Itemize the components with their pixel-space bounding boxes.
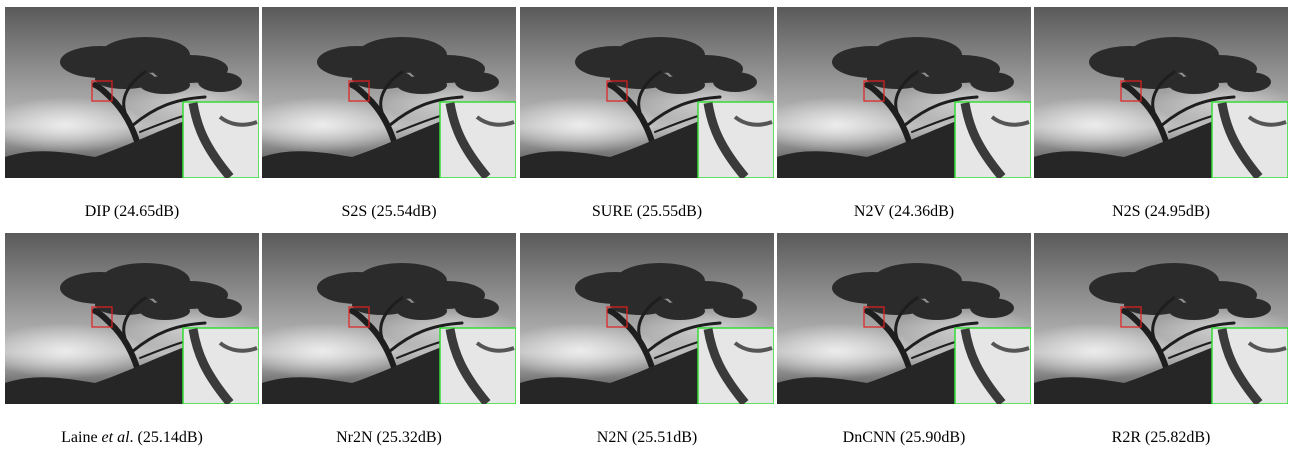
figure: DIP (24.65dB) S2S (25.54dB) SURE (25.55dB)…: [0, 0, 1297, 451]
denoised-image: [757, 233, 1037, 404]
caption: DIP (24.65dB): [85, 203, 180, 220]
caption: SURE (25.55dB): [592, 203, 702, 220]
denoised-image: [1014, 7, 1294, 178]
denoised-image: [500, 7, 780, 178]
caption: N2N (25.51dB): [597, 429, 697, 446]
denoised-image: [242, 233, 522, 404]
caption-part: Laine: [61, 429, 101, 446]
caption: Nr2N (25.32dB): [336, 429, 442, 446]
caption-part: et al: [102, 429, 131, 446]
caption: DnCNN (25.90dB): [843, 429, 966, 446]
denoised-image: [0, 7, 265, 178]
caption-part: . (25.14dB): [130, 429, 203, 446]
denoised-image: [1014, 233, 1294, 404]
caption: N2S (24.95dB): [1112, 203, 1210, 220]
denoised-image: [0, 233, 265, 404]
denoised-image: [757, 7, 1037, 178]
caption: Laine et al. (25.14dB): [61, 429, 203, 446]
caption: R2R (25.82dB): [1112, 429, 1211, 446]
caption: N2V (24.36dB): [854, 203, 954, 220]
denoised-image: [242, 7, 522, 178]
denoised-image: [500, 233, 780, 404]
caption: S2S (25.54dB): [341, 203, 436, 220]
